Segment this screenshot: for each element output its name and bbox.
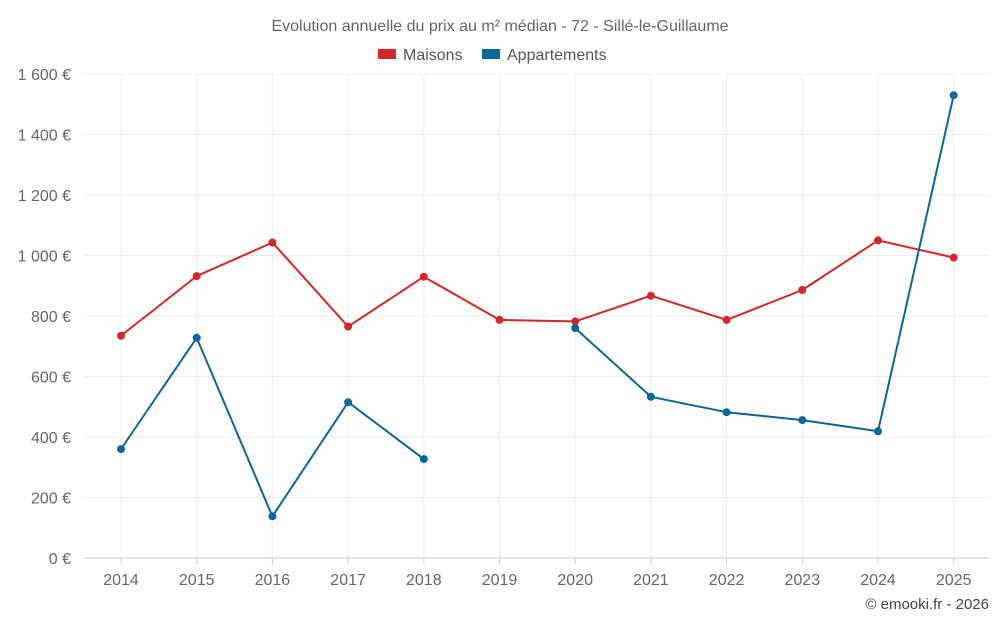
legend-label-maisons: Maisons: [403, 47, 463, 64]
x-tick-label: 2017: [330, 572, 366, 589]
legend-swatch-maisons: [378, 49, 396, 59]
y-tick-label: 400 €: [31, 430, 71, 447]
x-tick-label: 2020: [557, 572, 593, 589]
data-point-appartements-2021[interactable]: [646, 392, 655, 401]
series-line-maisons: [120, 239, 954, 337]
y-tick-label: 1 400 €: [18, 128, 71, 145]
x-tick-label: 2022: [709, 572, 745, 589]
data-point-appartements-2023[interactable]: [798, 416, 807, 425]
data-point-maisons-2015[interactable]: [192, 272, 201, 281]
axes: 0 € 200 € 400 € 600 € 800 € 1 000 € 1 200 € 1 4…: [18, 67, 990, 589]
x-tick-label: 2014: [103, 572, 139, 589]
data-point-maisons-2018[interactable]: [419, 272, 428, 281]
chart-title: Evolution annuelle du prix au m² médian …: [271, 18, 728, 35]
data-point-appartements-2014[interactable]: [117, 445, 125, 454]
legend-swatch-appartements: [482, 49, 500, 59]
data-point-appartements-2025[interactable]: [949, 91, 958, 100]
data-point-maisons-2016[interactable]: [268, 238, 277, 247]
series-appartements: [117, 91, 958, 521]
data-point-maisons-2019[interactable]: [495, 315, 504, 324]
data-point-appartements-2022[interactable]: [722, 408, 731, 417]
x-tick-label: 2018: [406, 572, 442, 589]
data-point-appartements-2018[interactable]: [419, 455, 428, 464]
x-tick-label: 2015: [179, 572, 215, 589]
series-line-appartements: [574, 94, 955, 433]
x-tick-label: 2024: [860, 572, 896, 589]
x-tick-label: 2025: [936, 572, 972, 589]
series: [117, 91, 958, 521]
y-tick-label: 0 €: [49, 551, 71, 568]
data-point-maisons-2025[interactable]: [949, 253, 958, 262]
data-point-appartements-2016[interactable]: [268, 512, 277, 521]
x-tick-label: 2021: [633, 572, 669, 589]
credit-text: © emooki.fr - 2026: [865, 596, 989, 613]
legend-item-appartements[interactable]: Appartements: [482, 47, 607, 64]
x-tick-label: 2023: [785, 572, 821, 589]
data-point-maisons-2023[interactable]: [798, 286, 807, 294]
data-point-maisons-2020[interactable]: [571, 317, 580, 326]
grid: [83, 73, 990, 558]
x-tick-label: 2016: [255, 572, 291, 589]
y-tick-label: 1 600 €: [18, 67, 71, 84]
data-point-appartements-2024[interactable]: [874, 427, 882, 436]
y-tick-label: 800 €: [31, 309, 71, 326]
legend: Maisons Appartements: [378, 47, 607, 64]
data-point-appartements-2015[interactable]: [192, 333, 201, 342]
legend-label-appartements: Appartements: [507, 47, 607, 64]
y-tick-label: 1 200 €: [18, 188, 71, 205]
data-point-maisons-2014[interactable]: [117, 331, 125, 340]
y-tick-label: 200 €: [31, 491, 71, 508]
data-point-maisons-2021[interactable]: [646, 291, 655, 300]
data-point-maisons-2024[interactable]: [874, 236, 882, 245]
y-tick-label: 1 000 €: [18, 249, 71, 266]
x-tick-label: 2019: [482, 572, 518, 589]
series-maisons: [117, 236, 958, 340]
legend-item-maisons[interactable]: Maisons: [378, 47, 463, 64]
data-point-maisons-2017[interactable]: [344, 322, 353, 331]
y-tick-label: 600 €: [31, 370, 71, 387]
data-point-maisons-2022[interactable]: [722, 315, 731, 324]
data-point-appartements-2020[interactable]: [571, 324, 580, 333]
data-point-appartements-2017[interactable]: [344, 398, 353, 407]
